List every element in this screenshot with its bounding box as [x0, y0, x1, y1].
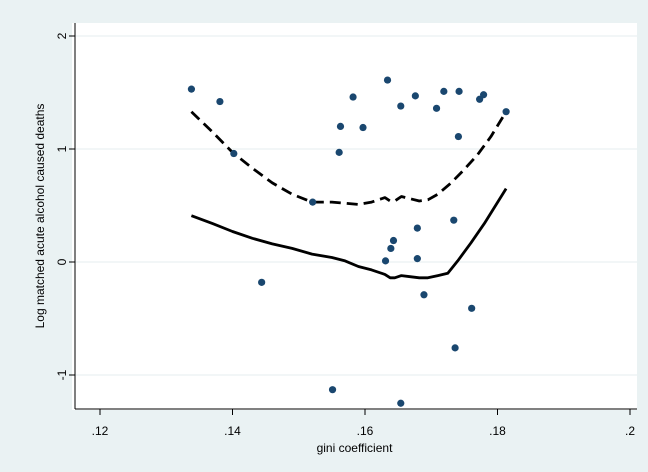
scatter-point — [413, 224, 421, 232]
axis-layer — [69, 23, 637, 415]
scatter-point — [397, 102, 405, 110]
scatter-point — [216, 97, 224, 106]
scatter-point — [381, 257, 390, 265]
scatter-point — [328, 386, 337, 394]
y-tick-label: 2 — [55, 32, 69, 39]
scatter-point — [335, 148, 343, 156]
x-axis-label: gini coefficient — [317, 441, 393, 455]
scatter-point — [387, 244, 395, 253]
plot-area — [72, 23, 637, 410]
scatter-point — [359, 123, 367, 132]
scatter-point — [309, 198, 317, 206]
x-tick-label: .16 — [357, 424, 374, 438]
series-line-solid — [190, 187, 508, 280]
scatter-point — [432, 104, 441, 112]
scatter-point — [336, 122, 345, 130]
scatter-point — [187, 85, 196, 93]
grid-layer — [75, 35, 637, 376]
scatter-point — [411, 92, 419, 100]
scatter-point — [389, 236, 398, 245]
scatter-point — [451, 344, 459, 352]
scatter-point — [349, 93, 357, 101]
scatter-point — [383, 76, 392, 84]
y-tick-label: 1 — [55, 145, 69, 152]
scatter-point — [502, 108, 510, 116]
x-tick-label: .14 — [224, 424, 241, 438]
y-tick-label: 0 — [55, 258, 69, 265]
scatter-point — [413, 255, 421, 263]
scatter-point — [230, 149, 238, 158]
scatter-point — [454, 132, 463, 141]
scatter-point — [440, 87, 448, 95]
scatter-point — [450, 216, 458, 224]
scatter-point — [258, 278, 266, 286]
scatter-point — [468, 304, 476, 312]
scatter-point — [420, 291, 428, 299]
x-tick-label: .2 — [625, 424, 635, 438]
series-line-dashed — [190, 110, 508, 206]
scatter-point — [455, 87, 463, 95]
scatter-point — [397, 399, 405, 407]
x-tick-label: .12 — [92, 424, 109, 438]
x-tick-label: .18 — [489, 424, 506, 438]
series-layer — [187, 76, 510, 407]
y-tick-label: -1 — [55, 369, 69, 380]
scatter-point — [479, 91, 488, 99]
label-layer: -1 0 1 2 .12 .14 .16 .18 .2 gini coefficient Log m… — [33, 32, 635, 455]
y-axis-label: Log matched acute alcohol caused deaths — [33, 104, 47, 329]
